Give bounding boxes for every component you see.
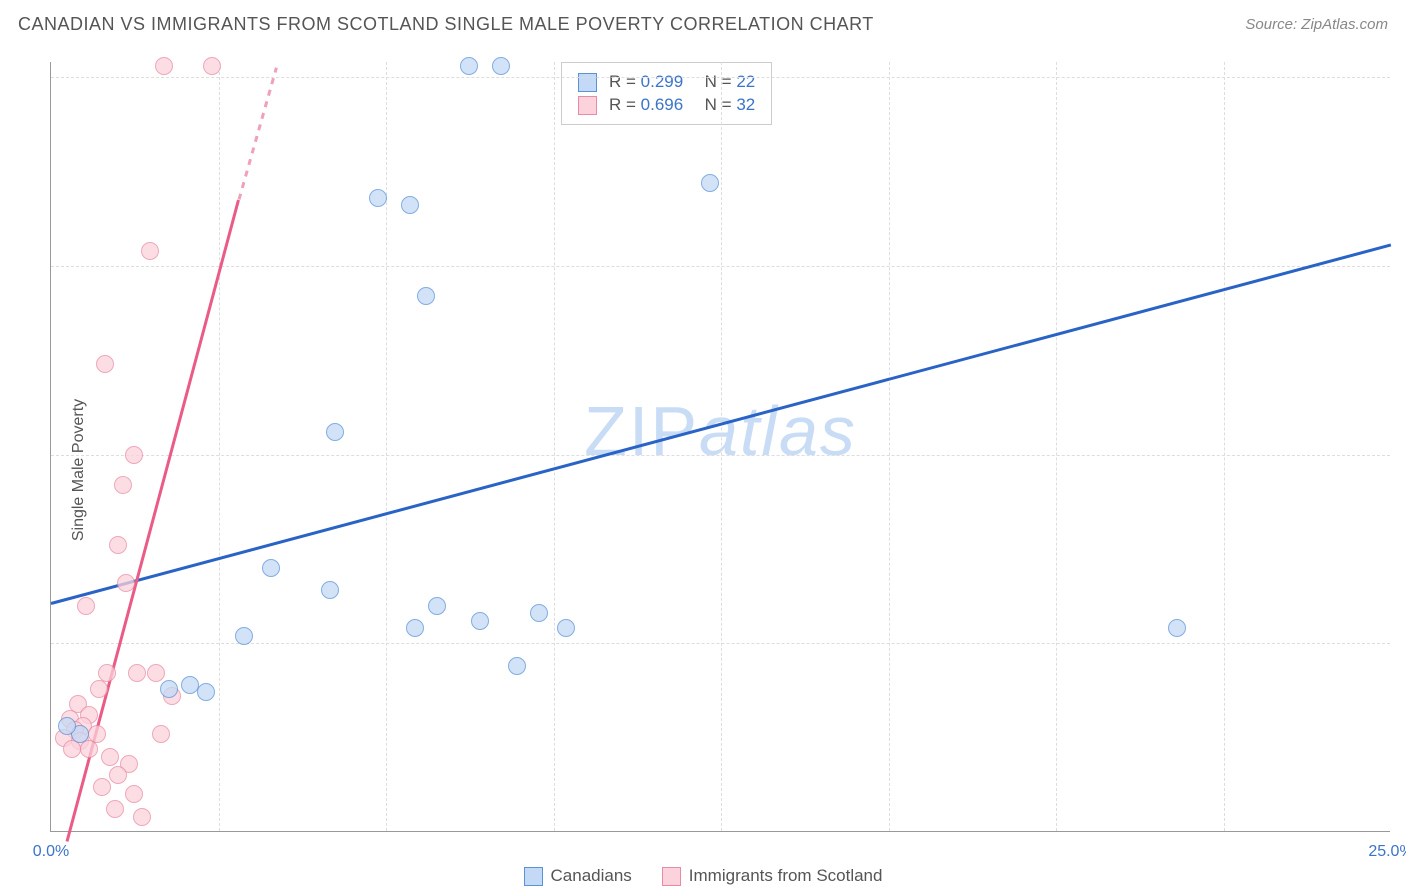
data-point-pink bbox=[152, 725, 170, 743]
data-point-blue bbox=[1168, 619, 1186, 637]
chart-title: CANADIAN VS IMMIGRANTS FROM SCOTLAND SIN… bbox=[18, 14, 874, 35]
data-point-blue bbox=[557, 619, 575, 637]
data-point-pink bbox=[128, 664, 146, 682]
x-tick-label: 0.0% bbox=[33, 843, 69, 861]
data-point-pink bbox=[106, 800, 124, 818]
data-point-blue bbox=[471, 612, 489, 630]
gridline-vertical bbox=[554, 62, 555, 831]
chart-area: Single Male Poverty ZIPatlas R = 0.299 N… bbox=[0, 48, 1406, 892]
gridline-vertical bbox=[1056, 62, 1057, 831]
stats-row-pink: R = 0.696 N = 32 bbox=[578, 95, 755, 115]
plot-region: ZIPatlas R = 0.299 N = 22 R = 0.696 N = … bbox=[50, 62, 1390, 832]
trendline-pink-dashed bbox=[237, 67, 277, 200]
data-point-pink bbox=[141, 242, 159, 260]
y-tick-label: 75.0% bbox=[1400, 257, 1406, 275]
gridline-vertical bbox=[386, 62, 387, 831]
legend-square-icon bbox=[662, 867, 681, 886]
data-point-blue bbox=[369, 189, 387, 207]
legend-item-canadians: Canadians bbox=[524, 866, 632, 886]
legend-item-scotland: Immigrants from Scotland bbox=[662, 866, 883, 886]
data-point-pink bbox=[133, 808, 151, 826]
x-tick-label: 25.0% bbox=[1368, 843, 1406, 861]
gridline-vertical bbox=[889, 62, 890, 831]
data-point-blue bbox=[417, 287, 435, 305]
data-point-pink bbox=[125, 785, 143, 803]
data-point-pink bbox=[109, 766, 127, 784]
chart-source: Source: ZipAtlas.com bbox=[1245, 16, 1388, 33]
data-point-pink bbox=[77, 597, 95, 615]
data-point-blue bbox=[197, 683, 215, 701]
y-tick-label: 100.0% bbox=[1400, 68, 1406, 86]
data-point-blue bbox=[326, 423, 344, 441]
bottom-legend: Canadians Immigrants from Scotland bbox=[0, 866, 1406, 886]
data-point-pink bbox=[117, 574, 135, 592]
gridline-vertical bbox=[219, 62, 220, 831]
data-point-pink bbox=[96, 355, 114, 373]
data-point-blue bbox=[321, 581, 339, 599]
y-tick-label: 50.0% bbox=[1400, 446, 1406, 464]
data-point-pink bbox=[90, 680, 108, 698]
data-point-pink bbox=[203, 57, 221, 75]
y-tick-label: 25.0% bbox=[1400, 634, 1406, 652]
data-point-blue bbox=[401, 196, 419, 214]
data-point-pink bbox=[125, 446, 143, 464]
data-point-blue bbox=[508, 657, 526, 675]
data-point-pink bbox=[109, 536, 127, 554]
data-point-blue bbox=[701, 174, 719, 192]
data-point-pink bbox=[93, 778, 111, 796]
data-point-blue bbox=[262, 559, 280, 577]
data-point-pink bbox=[114, 476, 132, 494]
data-point-blue bbox=[160, 680, 178, 698]
stats-legend-box: R = 0.299 N = 22 R = 0.696 N = 32 bbox=[561, 62, 772, 125]
stats-row-blue: R = 0.299 N = 22 bbox=[578, 72, 755, 92]
data-point-pink bbox=[101, 748, 119, 766]
chart-header: CANADIAN VS IMMIGRANTS FROM SCOTLAND SIN… bbox=[0, 0, 1406, 48]
legend-square-icon bbox=[578, 96, 597, 115]
data-point-blue bbox=[530, 604, 548, 622]
data-point-blue bbox=[406, 619, 424, 637]
data-point-blue bbox=[428, 597, 446, 615]
data-point-blue bbox=[492, 57, 510, 75]
data-point-blue bbox=[460, 57, 478, 75]
gridline-vertical bbox=[721, 62, 722, 831]
data-point-pink bbox=[147, 664, 165, 682]
data-point-pink bbox=[155, 57, 173, 75]
data-point-blue bbox=[58, 717, 76, 735]
gridline-vertical bbox=[1224, 62, 1225, 831]
data-point-blue bbox=[235, 627, 253, 645]
legend-square-icon bbox=[524, 867, 543, 886]
legend-square-icon bbox=[578, 73, 597, 92]
